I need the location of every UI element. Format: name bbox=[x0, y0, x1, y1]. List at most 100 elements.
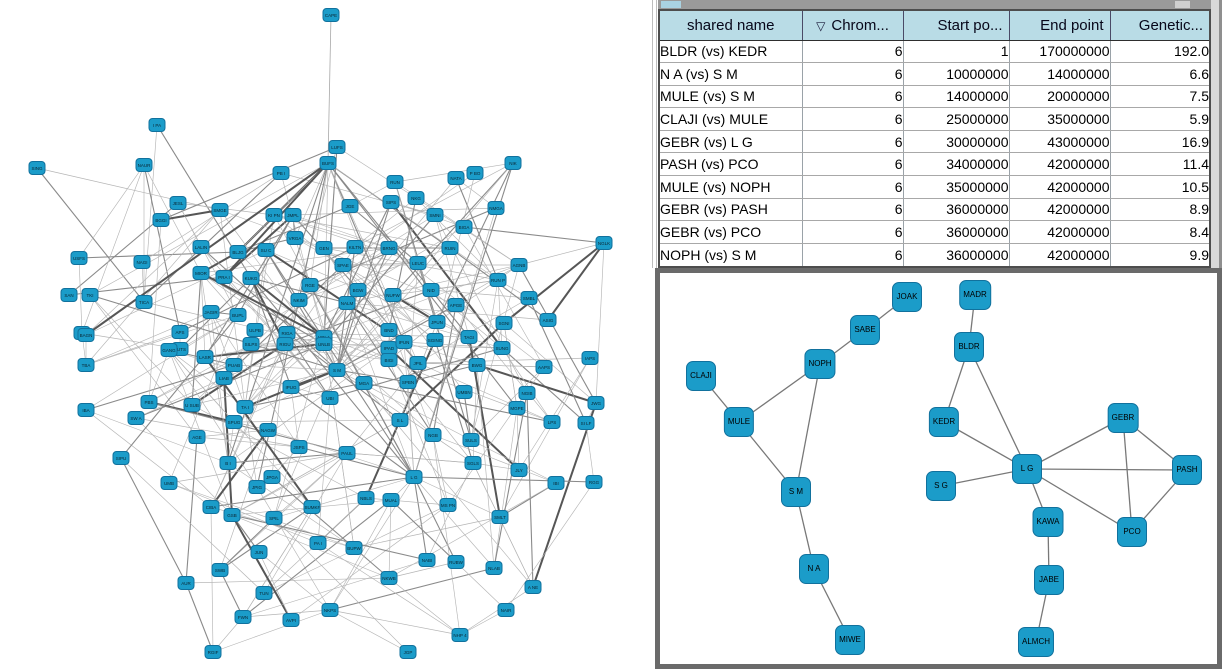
cell-chromosome[interactable]: 6 bbox=[802, 220, 904, 244]
cell-shared_name[interactable]: GEBR (vs) PCO bbox=[660, 220, 803, 244]
cell-end[interactable]: 42000000 bbox=[1009, 175, 1111, 199]
detail-node-S G[interactable]: S G bbox=[926, 471, 956, 501]
detail-node-MIWE[interactable]: MIWE bbox=[835, 625, 865, 655]
detail-node-NOPH[interactable]: NOPH bbox=[804, 349, 836, 379]
overview-node[interactable]: ULPB bbox=[246, 323, 264, 337]
overview-node[interactable]: SMGE bbox=[211, 203, 229, 217]
overview-node[interactable]: SGNI bbox=[495, 316, 513, 330]
overview-node[interactable]: SULS bbox=[462, 433, 480, 447]
overview-node[interactable]: FWN bbox=[234, 610, 252, 624]
cell-genetic[interactable]: 5.9 bbox=[1110, 107, 1209, 131]
cell-chromosome[interactable]: 6 bbox=[802, 130, 904, 154]
table-row[interactable]: PASH (vs) PCO 6 34000000 42000000 11.4 bbox=[660, 152, 1209, 177]
overview-node[interactable]: BIGI bbox=[380, 353, 398, 367]
detail-node-KAWA[interactable]: KAWA bbox=[1032, 507, 1064, 537]
detail-node-JOAK[interactable]: JOAK bbox=[892, 282, 922, 312]
overview-node[interactable]: USFS bbox=[70, 251, 88, 265]
overview-node[interactable]: IPUN bbox=[395, 335, 413, 349]
overview-node[interactable]: LASR bbox=[196, 350, 214, 364]
overview-node[interactable]: UNLB bbox=[315, 337, 333, 351]
overview-node[interactable]: SU C bbox=[257, 243, 275, 257]
cell-end[interactable]: 42000000 bbox=[1009, 198, 1111, 222]
overview-node[interactable]: JSPS bbox=[290, 440, 308, 454]
table-row[interactable]: GEBR (vs) PCO 6 36000000 42000000 8.4 bbox=[660, 220, 1209, 244]
table-top-scrollbar[interactable] bbox=[658, 0, 1212, 9]
cell-genetic[interactable]: 11.4 bbox=[1110, 152, 1209, 177]
overview-node[interactable]: UBI bbox=[321, 391, 339, 405]
cell-start[interactable]: 30000000 bbox=[903, 130, 1010, 154]
overview-node[interactable]: KILTN bbox=[346, 240, 364, 254]
overview-node[interactable]: BUFS bbox=[319, 156, 337, 170]
overview-node[interactable]: SING bbox=[28, 161, 46, 175]
overview-node[interactable]: BGW bbox=[349, 283, 367, 297]
overview-node[interactable]: SPAE bbox=[334, 258, 352, 272]
overview-node[interactable]: IBA bbox=[77, 403, 95, 417]
column-header-1[interactable]: ▽ Chrom... bbox=[802, 11, 904, 41]
overview-node[interactable]: NHP 4 bbox=[451, 628, 469, 642]
table-row[interactable]: NOPH (vs) S M 6 36000000 42000000 9.9 bbox=[660, 243, 1209, 266]
overview-node[interactable]: RGE bbox=[301, 278, 319, 292]
cell-shared_name[interactable]: MULE (vs) NOPH bbox=[660, 175, 803, 199]
overview-node[interactable]: BUPW bbox=[345, 541, 363, 555]
detail-node-MADR[interactable]: MADR bbox=[959, 280, 991, 310]
cell-genetic[interactable]: 7.5 bbox=[1110, 85, 1209, 109]
overview-node[interactable]: MS PN bbox=[439, 498, 457, 512]
overview-node[interactable]: L G bbox=[405, 470, 423, 484]
cell-end[interactable]: 170000000 bbox=[1009, 40, 1111, 64]
cell-end[interactable]: 42000000 bbox=[1009, 152, 1111, 177]
table-row[interactable]: CLAJI (vs) MULE 6 25000000 35000000 5.9 bbox=[660, 107, 1209, 131]
cell-start[interactable]: 35000000 bbox=[903, 175, 1010, 199]
overview-node[interactable]: SPBN bbox=[399, 375, 417, 389]
overview-node[interactable]: NABI bbox=[418, 553, 436, 567]
overview-network-panel[interactable]: CAPE BUFS I PA SING NAUR NIK LUFS PB I RUN NATA P … bbox=[0, 0, 652, 669]
overview-node[interactable]: RUN P bbox=[489, 273, 507, 287]
cell-shared_name[interactable]: BLDR (vs) KEDR bbox=[660, 40, 803, 64]
overview-node[interactable]: PAUL bbox=[338, 446, 356, 460]
cell-start[interactable]: 34000000 bbox=[903, 152, 1010, 177]
overview-node[interactable]: JPGA bbox=[263, 470, 281, 484]
overview-node[interactable]: GSB bbox=[223, 508, 241, 522]
overview-node[interactable]: IAPS bbox=[581, 351, 599, 365]
cell-start[interactable]: 25000000 bbox=[903, 107, 1010, 131]
overview-node[interactable]: RUN bbox=[386, 175, 404, 189]
overview-node[interactable]: NAUR bbox=[135, 158, 153, 172]
cell-end[interactable]: 43000000 bbox=[1009, 130, 1111, 154]
overview-node[interactable]: TBA bbox=[77, 358, 95, 372]
overview-node[interactable]: JPIL bbox=[409, 356, 427, 370]
overview-node[interactable]: LEUC bbox=[409, 256, 427, 270]
overview-node[interactable]: NAGW bbox=[259, 423, 277, 437]
overview-node[interactable]: SGLS bbox=[464, 456, 482, 470]
overview-node[interactable]: JAGIR bbox=[202, 305, 220, 319]
table-row[interactable]: N A (vs) S M 6 10000000 14000000 6.6 bbox=[660, 62, 1209, 86]
cell-end[interactable]: 14000000 bbox=[1009, 62, 1111, 86]
overview-node[interactable]: NIK bbox=[504, 156, 522, 170]
detail-node-N A[interactable]: N A bbox=[799, 554, 829, 584]
overview-node[interactable]: S L bbox=[391, 413, 409, 427]
overview-node[interactable]: AUR bbox=[177, 576, 195, 590]
cell-chromosome[interactable]: 6 bbox=[802, 152, 904, 177]
overview-node[interactable]: PB I bbox=[272, 166, 290, 180]
overview-node[interactable]: BND bbox=[380, 323, 398, 337]
overview-node[interactable]: JPUN bbox=[428, 315, 446, 329]
overview-node[interactable]: UMB bbox=[160, 476, 178, 490]
overview-node[interactable]: IBI bbox=[547, 476, 565, 490]
cell-chromosome[interactable]: 6 bbox=[802, 198, 904, 222]
overview-node[interactable]: APGE bbox=[447, 298, 465, 312]
overview-node[interactable]: MGA bbox=[355, 376, 373, 390]
overview-node[interactable]: JMPL bbox=[284, 208, 302, 222]
overview-node[interactable]: RGIF bbox=[204, 645, 222, 659]
overview-node[interactable]: NKG bbox=[407, 191, 425, 205]
cell-genetic[interactable]: 9.9 bbox=[1110, 243, 1209, 266]
table-row[interactable]: MULE (vs) S M 6 14000000 20000000 7.5 bbox=[660, 85, 1209, 109]
overview-node[interactable]: P BO bbox=[466, 166, 484, 180]
overview-node[interactable]: IPUG bbox=[282, 380, 300, 394]
overview-node[interactable]: SUNG bbox=[493, 341, 511, 355]
overview-node[interactable]: BIGA bbox=[455, 220, 473, 234]
overview-node[interactable]: GEN bbox=[315, 241, 333, 255]
filter-icon[interactable]: ▽ bbox=[816, 18, 826, 33]
cell-chromosome[interactable]: 6 bbox=[802, 175, 904, 199]
detail-node-SABE[interactable]: SABE bbox=[850, 315, 880, 345]
overview-node[interactable]: SILPS bbox=[242, 337, 260, 351]
overview-node[interactable]: SIPU bbox=[112, 451, 130, 465]
overview-node[interactable]: AGNB bbox=[510, 258, 528, 272]
